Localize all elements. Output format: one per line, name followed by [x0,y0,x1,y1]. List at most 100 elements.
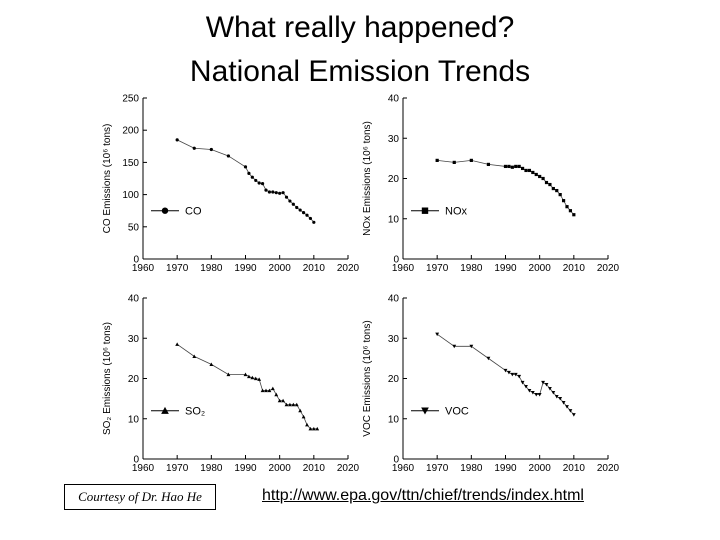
data-point [302,211,305,214]
x-tick-label: 1960 [392,463,415,474]
x-tick-label: 2010 [303,263,326,274]
data-point [572,413,576,417]
y-axis-label: NOx Emissions (10⁶ tons) [362,121,373,236]
data-point [278,192,281,195]
data-point [507,165,510,168]
x-tick-label: 2010 [563,263,586,274]
y-tick-label: 10 [128,414,140,425]
data-point [244,165,247,168]
data-point [295,206,298,209]
x-tick-label: 1960 [132,263,155,274]
data-point [527,389,531,393]
data-point [504,369,508,373]
data-point [281,191,284,194]
data-point [518,165,521,168]
x-tick-label: 1970 [426,263,449,274]
data-point [545,181,548,184]
data-point [312,221,315,224]
data-point [227,154,230,157]
data-point [271,190,274,193]
data-point [541,177,544,180]
y-tick-label: 40 [388,294,400,305]
legend-label: VOC [445,406,469,418]
y-tick-label: 10 [388,414,400,425]
x-tick-label: 2020 [337,263,360,274]
credit-box: Courtesy of Dr. Hao He [64,484,216,510]
data-point [470,159,473,162]
x-tick-label: 2000 [269,263,292,274]
data-point [514,165,517,168]
x-tick-label: 2020 [337,463,360,474]
legend-label: SO₂ [185,406,205,418]
data-point [565,205,568,208]
data-point [572,213,575,216]
data-point [507,371,511,375]
nox-emissions-chart: 0 10 20 30 40 1960 1970 1980 1990 2000 2010 2020 NOx… [360,92,620,277]
legend-marker [162,208,168,214]
data-point [268,190,271,193]
y-tick-label: 30 [388,334,400,345]
x-tick-label: 1980 [460,463,483,474]
data-point [264,188,267,191]
x-tick-label: 1960 [132,463,155,474]
data-point [453,161,456,164]
x-tick-label: 1960 [392,263,415,274]
data-point [210,148,213,151]
data-point [511,166,514,169]
data-point [555,395,559,399]
y-tick-label: 150 [122,158,139,169]
y-tick-label: 30 [388,134,400,145]
data-point [552,187,555,190]
data-point [302,415,306,419]
x-tick-label: 1990 [494,263,517,274]
data-point [528,169,531,172]
data-point [305,214,308,217]
data-point [569,209,572,212]
data-point [193,147,196,150]
data-point [517,375,521,379]
x-tick-label: 1980 [460,263,483,274]
x-tick-label: 2010 [563,463,586,474]
so2-emissions-chart: 0102030401960 1970 1980 1990 2000 2010 2020SO₂… [100,292,360,477]
data-point [309,217,312,220]
data-point [548,183,551,186]
data-point [275,191,278,194]
co-emissions-chart: 0501001502002501960 1970 1980 1990 2000 2010 2… [100,92,360,277]
data-point [299,208,302,211]
y-tick-label: 20 [388,174,400,185]
y-tick-label: 10 [388,214,400,225]
x-tick-label: 1990 [234,463,257,474]
x-tick-label: 2010 [303,463,326,474]
data-point [176,138,179,141]
y-tick-label: 50 [128,222,140,233]
y-tick-label: 30 [128,334,140,345]
data-point [247,172,250,175]
x-tick-label: 1980 [200,463,223,474]
data-point [288,199,291,202]
x-tick-label: 1990 [494,463,517,474]
data-point [209,362,213,366]
data-point [504,165,507,168]
data-point [292,203,295,206]
data-point [285,196,288,199]
x-tick-label: 2020 [597,463,620,474]
series-line [437,334,574,415]
data-point [535,173,538,176]
data-point [298,409,302,413]
data-point [521,167,524,170]
y-axis-label: CO Emissions (10⁶ tons) [102,124,113,234]
voc-emissions-chart: 0 10 20 30 40 1960 1970 1980 1990 2000 2010 2020 VOC… [360,292,620,477]
x-tick-label: 1970 [166,463,189,474]
data-point [261,182,264,185]
data-point [271,387,275,391]
x-tick-label: 2020 [597,263,620,274]
source-link[interactable]: http://www.epa.gov/ttn/chief/trends/inde… [262,484,584,508]
data-point [251,176,254,179]
data-point [487,163,490,166]
data-point [305,423,309,427]
data-point [258,181,261,184]
x-tick-label: 2000 [269,463,292,474]
data-point [541,381,545,385]
data-point [175,342,179,346]
x-tick-label: 1970 [426,463,449,474]
